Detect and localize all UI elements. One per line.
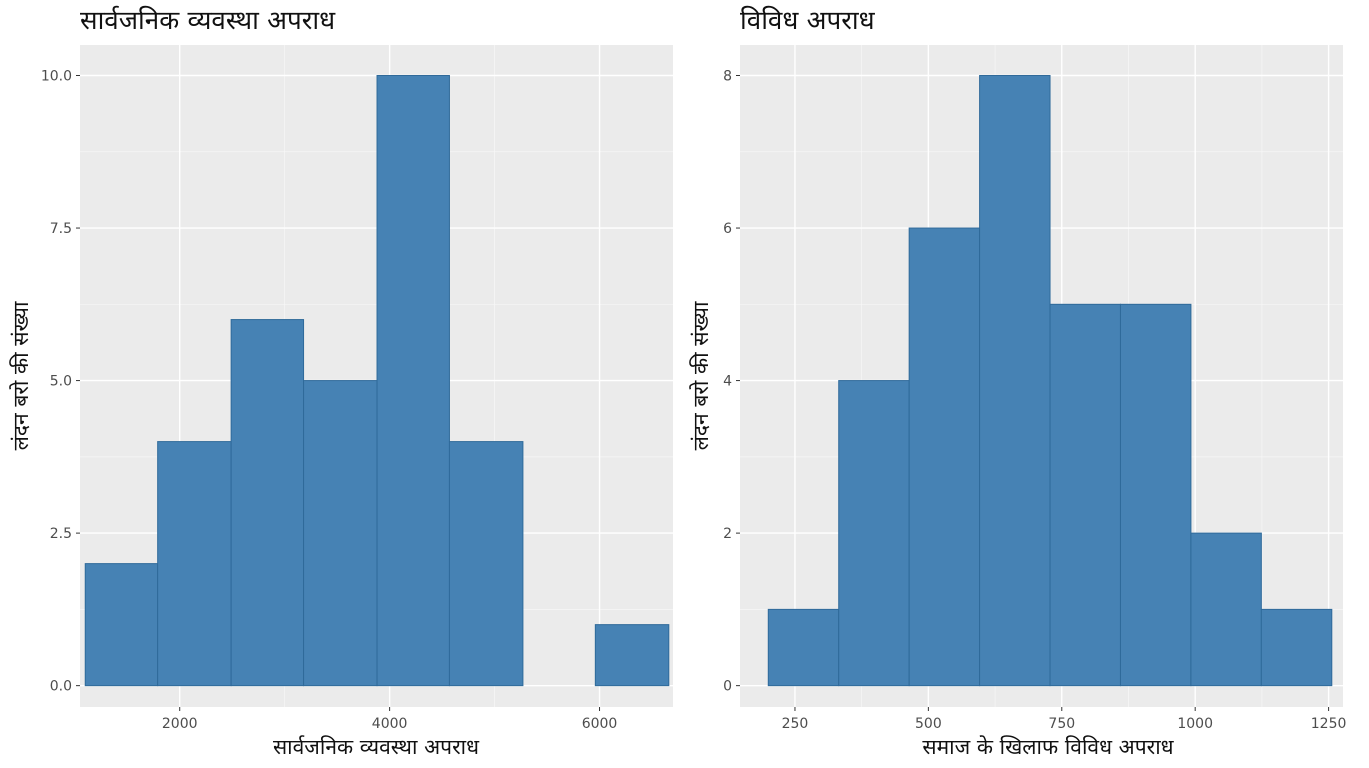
x-tick-label: 500 <box>915 716 942 732</box>
chart-public-order: सार्वजनिक व्यवस्था अपराध 0.0 2.5 5.0 7.5 10.… <box>9 5 673 759</box>
chart-misc-crimes: विविध अपराध 0 2 4 6 8 250 500 750 1000 1250 समाज… <box>689 5 1346 759</box>
y-tick-label: 0.0 <box>50 679 72 695</box>
y-tick-label: 6 <box>723 221 732 237</box>
histogram-bar <box>1049 303 1121 687</box>
chart-title: सार्वजनिक व्यवस्था अपराध <box>80 5 336 36</box>
y-tick-label: 2 <box>723 526 732 542</box>
histogram-bar <box>84 563 159 687</box>
histogram-bar <box>594 624 670 687</box>
histogram-bar <box>1260 608 1333 687</box>
histogram-bar <box>1119 303 1192 687</box>
y-axis-ticks: 0.0 2.5 5.0 7.5 10.0 <box>41 69 80 695</box>
histogram-bar <box>230 319 305 687</box>
x-axis-label: सार्वजनिक व्यवस्था अपराध <box>273 735 480 759</box>
y-tick-label: 4 <box>723 374 732 390</box>
histogram-bar <box>838 380 910 687</box>
y-tick-label: 8 <box>723 69 732 85</box>
histogram-bar <box>376 75 450 687</box>
x-tick-label: 1000 <box>1177 716 1213 732</box>
x-tick-label: 6000 <box>582 716 618 732</box>
histogram-bar <box>908 227 981 687</box>
histogram-bar <box>303 380 378 687</box>
x-tick-label: 750 <box>1048 716 1075 732</box>
histogram-bar <box>157 441 232 687</box>
y-tick-label: 2.5 <box>50 526 72 542</box>
y-tick-label: 10.0 <box>41 69 72 85</box>
histogram-bar <box>1190 532 1262 687</box>
x-tick-label: 2000 <box>162 716 198 732</box>
histogram-bar <box>767 608 840 687</box>
histogram-bar <box>448 441 524 687</box>
y-tick-label: 5.0 <box>50 374 72 390</box>
x-axis-ticks: 250 500 750 1000 1250 <box>782 707 1347 732</box>
x-axis-ticks: 2000 4000 6000 <box>162 707 617 732</box>
chart-title: विविध अपराध <box>740 5 876 36</box>
x-tick-label: 1250 <box>1311 716 1347 732</box>
y-axis-label: लंदन बरो की संख्या <box>9 301 33 450</box>
y-tick-label: 0 <box>723 679 732 695</box>
histogram-bars <box>84 75 670 687</box>
x-axis-label: समाज के खिलाफ विविध अपराध <box>922 735 1174 759</box>
x-tick-label: 250 <box>782 716 809 732</box>
x-tick-label: 4000 <box>372 716 408 732</box>
histogram-bars <box>767 75 1333 687</box>
y-tick-label: 7.5 <box>50 221 72 237</box>
y-axis-ticks: 0 2 4 6 8 <box>723 69 740 695</box>
y-axis-label: लंदन बरो की संख्या <box>689 301 713 450</box>
histogram-bar <box>979 75 1051 687</box>
